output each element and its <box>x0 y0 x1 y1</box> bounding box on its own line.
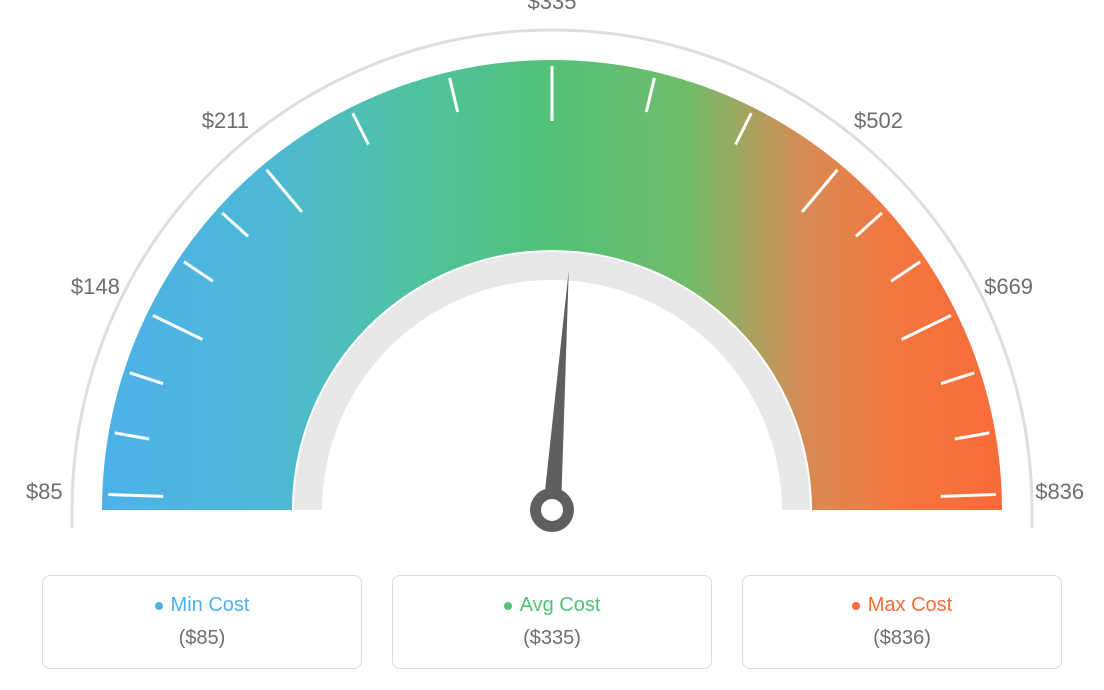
legend-value-max: ($836) <box>743 627 1061 650</box>
legend-label-min: Min Cost <box>155 594 250 617</box>
legend-value-avg: ($335) <box>393 627 711 650</box>
gauge-chart: $85 $148 $211 $335 $502 $669 $836 <box>0 0 1104 560</box>
gauge-tick-label: $211 <box>202 108 249 134</box>
gauge-svg <box>0 0 1104 560</box>
legend-label-max: Max Cost <box>852 594 952 617</box>
legend-box-min: Min Cost ($85) <box>42 575 362 669</box>
legend-label-avg: Avg Cost <box>504 594 601 617</box>
legend-box-avg: Avg Cost ($335) <box>392 575 712 669</box>
gauge-tick-label: $148 <box>71 274 120 300</box>
legend-box-max: Max Cost ($836) <box>742 575 1062 669</box>
gauge-tick-label: $85 <box>26 479 63 505</box>
gauge-tick-label: $335 <box>528 0 577 15</box>
gauge-tick-label: $836 <box>1035 479 1084 505</box>
gauge-tick-label: $502 <box>854 108 903 134</box>
legend-value-min: ($85) <box>43 627 361 650</box>
legend: Min Cost ($85) Avg Cost ($335) Max Cost … <box>0 575 1104 669</box>
gauge-tick-label: $669 <box>984 274 1033 300</box>
